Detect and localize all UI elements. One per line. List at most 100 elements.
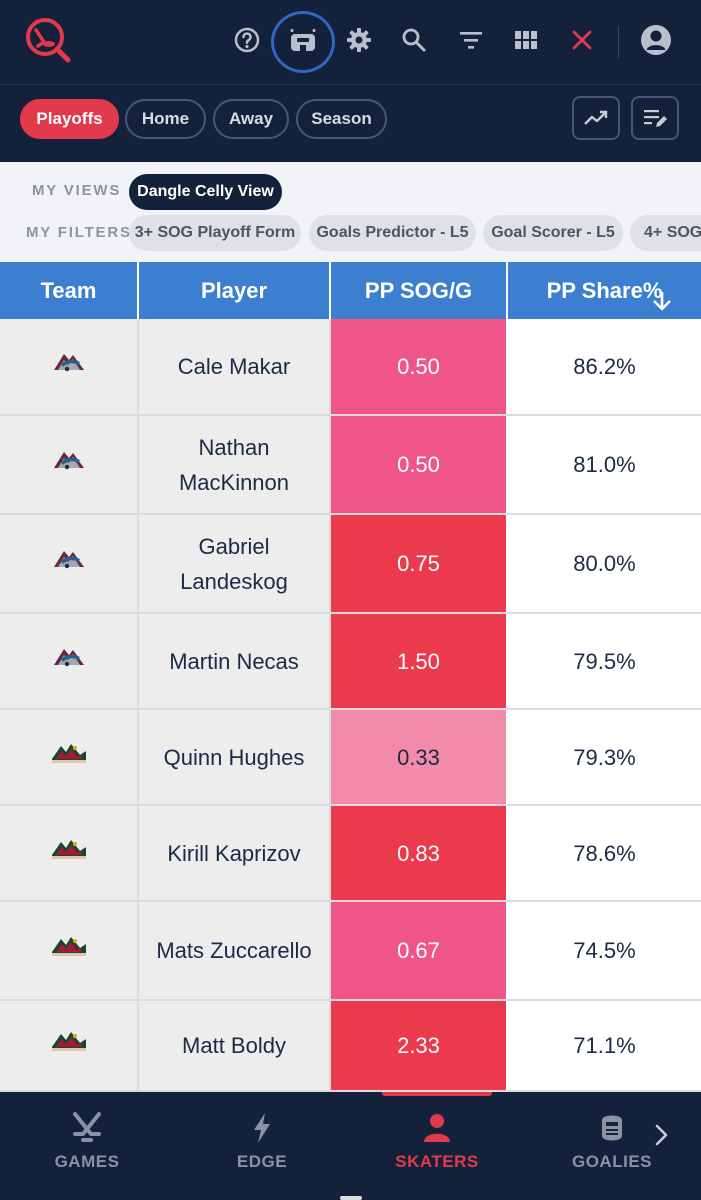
pp-sog-value: 0.50 (397, 354, 440, 379)
wild-logo-icon (50, 740, 88, 775)
pp-sog-cell: 0.67 (331, 902, 508, 999)
pp-share-value: 74.5% (573, 938, 636, 963)
pp-sog-cell: 0.75 (331, 515, 508, 612)
wild-logo-icon (50, 836, 88, 871)
column-header-team[interactable]: Team (0, 262, 139, 319)
filter-chip-goals-predictor[interactable]: Goals Predictor - L5 (309, 215, 476, 251)
avalanche-logo-icon (52, 546, 86, 581)
team-cell (0, 416, 139, 513)
avalanche-logo-icon (52, 644, 86, 679)
table-row[interactable]: Martin Necas 1.50 79.5% (0, 614, 701, 710)
table-row[interactable]: Kirill Kaprizov 0.83 78.6% (0, 806, 701, 902)
nav-tab-edge[interactable]: EDGE (192, 1112, 332, 1172)
active-tool-ring (271, 11, 335, 73)
trend-icon (584, 110, 608, 125)
gear-icon[interactable] (343, 22, 375, 58)
segment-playoffs[interactable]: Playoffs (20, 99, 119, 139)
pp-sog-cell: 0.50 (331, 416, 508, 513)
pp-sog-value: 0.75 (397, 551, 440, 576)
account-icon[interactable] (638, 22, 674, 58)
segment-home[interactable]: Home (125, 99, 206, 139)
segment-season[interactable]: Season (296, 99, 387, 139)
player-cell[interactable]: Nathan MacKinnon (139, 416, 331, 513)
my-filters-label: MY FILTERS (26, 224, 132, 241)
nav-tab-goalies-label: GOALIES (571, 1152, 652, 1171)
filter-chip-4-sog[interactable]: 4+ SOG (630, 215, 701, 251)
search-icon[interactable] (398, 22, 430, 58)
nav-tab-games-label: GAMES (54, 1152, 120, 1171)
table-row[interactable]: Quinn Hughes 0.33 79.3% (0, 710, 701, 806)
column-header-player[interactable]: Player (139, 262, 331, 319)
pp-share-value: 86.2% (573, 354, 636, 379)
team-cell (0, 515, 139, 612)
pp-share-value: 80.0% (573, 551, 636, 576)
player-cell[interactable]: Mats Zuccarello (139, 902, 331, 999)
pp-sog-cell: 1.50 (331, 614, 508, 708)
pp-share-value: 79.3% (573, 744, 636, 770)
grid-icon[interactable] (510, 22, 542, 58)
filter-icon[interactable] (455, 22, 487, 58)
column-header-pp-sog-label: PP SOG/G (364, 277, 473, 303)
chevron-right-icon[interactable] (652, 1122, 672, 1148)
pp-share-cell: 71.1% (508, 1001, 701, 1090)
player-cell[interactable]: Matt Boldy (139, 1001, 331, 1090)
nav-tab-goalies[interactable]: GOALIES (542, 1112, 682, 1172)
pp-share-cell: 74.5% (508, 902, 701, 999)
home-indicator (340, 1196, 362, 1200)
player-name: Mats Zuccarello (156, 938, 312, 963)
player-cell[interactable]: Kirill Kaprizov (139, 806, 331, 900)
player-cell[interactable]: Quinn Hughes (139, 710, 331, 804)
column-header-pp-share-label: PP Share% (546, 277, 663, 303)
stadium-icon[interactable] (287, 22, 319, 58)
player-name: Nathan MacKinnon (178, 434, 290, 495)
pp-share-cell: 81.0% (508, 416, 701, 513)
nav-tab-skaters[interactable]: SKATERS (367, 1112, 507, 1172)
table-row[interactable]: Gabriel Landeskog 0.75 80.0% (0, 515, 701, 614)
wild-logo-icon (50, 933, 88, 968)
pp-share-value: 81.0% (573, 452, 636, 477)
hockey-sticks-icon (73, 1112, 101, 1142)
avalanche-logo-icon (52, 447, 86, 482)
team-cell (0, 1001, 139, 1090)
nav-tab-skaters-label: SKATERS (395, 1152, 479, 1171)
table-row[interactable]: Mats Zuccarello 0.67 74.5% (0, 902, 701, 1001)
column-header-team-label: Team (40, 277, 97, 303)
toolbar-divider (618, 26, 619, 58)
player-name: Kirill Kaprizov (167, 840, 301, 866)
avalanche-logo-icon (52, 349, 86, 384)
player-cell[interactable]: Gabriel Landeskog (139, 515, 331, 612)
goalie-mask-icon (602, 1115, 622, 1141)
view-chip-dangle-celly[interactable]: Dangle Celly View (129, 174, 282, 210)
nav-tab-games[interactable]: GAMES (17, 1112, 157, 1172)
lightning-icon (254, 1113, 270, 1143)
wild-logo-icon (50, 1028, 88, 1063)
pp-share-value: 79.5% (573, 648, 636, 674)
person-icon (424, 1114, 450, 1142)
table-row[interactable]: Cale Makar 0.50 86.2% (0, 319, 701, 416)
column-header-pp-share[interactable]: PP Share% (508, 262, 701, 319)
pp-share-cell: 79.5% (508, 614, 701, 708)
logo-icon[interactable] (24, 16, 72, 64)
player-cell[interactable]: Cale Makar (139, 319, 331, 414)
views-filters-panel: MY VIEWS Dangle Celly View MY FILTERS 3+… (0, 162, 701, 262)
column-header-pp-sog[interactable]: PP SOG/G (331, 262, 508, 319)
filter-chip-sog-playoff-form[interactable]: 3+ SOG Playoff Form (129, 215, 301, 251)
player-name: Gabriel Landeskog (180, 533, 288, 594)
close-icon[interactable] (566, 22, 598, 58)
player-name: Quinn Hughes (163, 744, 305, 770)
player-cell[interactable]: Martin Necas (139, 614, 331, 708)
pp-share-cell: 80.0% (508, 515, 701, 612)
pp-sog-value: 1.50 (397, 648, 440, 674)
filter-chip-goal-scorer[interactable]: Goal Scorer - L5 (483, 215, 623, 251)
trend-button[interactable] (572, 96, 620, 140)
edit-list-button[interactable] (631, 96, 679, 140)
nav-tab-edge-label: EDGE (236, 1152, 288, 1171)
team-cell (0, 902, 139, 999)
team-cell (0, 614, 139, 708)
pp-sog-cell: 0.50 (331, 319, 508, 414)
table-row[interactable]: Matt Boldy 2.33 71.1% (0, 1001, 701, 1092)
segment-away[interactable]: Away (213, 99, 289, 139)
pp-sog-value: 0.67 (397, 938, 440, 963)
help-icon[interactable] (231, 22, 263, 58)
table-row[interactable]: Nathan MacKinnon 0.50 81.0% (0, 416, 701, 515)
